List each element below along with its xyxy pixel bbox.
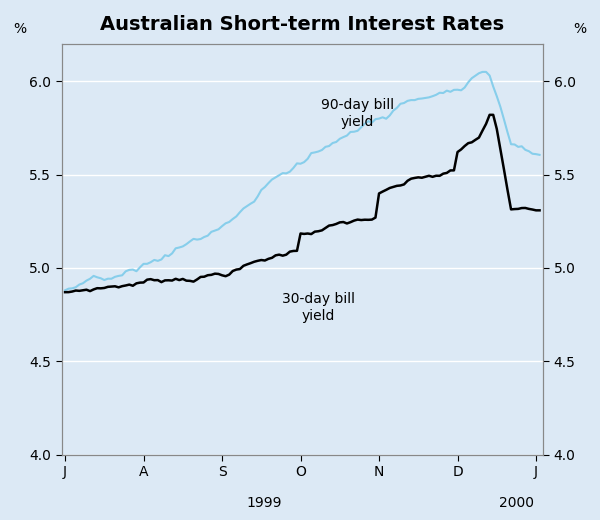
Text: %: %	[574, 22, 586, 36]
Title: Australian Short-term Interest Rates: Australian Short-term Interest Rates	[100, 15, 505, 34]
Text: 90-day bill
yield: 90-day bill yield	[321, 98, 394, 129]
Text: 1999: 1999	[246, 496, 282, 510]
Text: 2000: 2000	[499, 496, 533, 510]
Text: 30-day bill
yield: 30-day bill yield	[282, 292, 355, 323]
Text: %: %	[13, 22, 26, 36]
